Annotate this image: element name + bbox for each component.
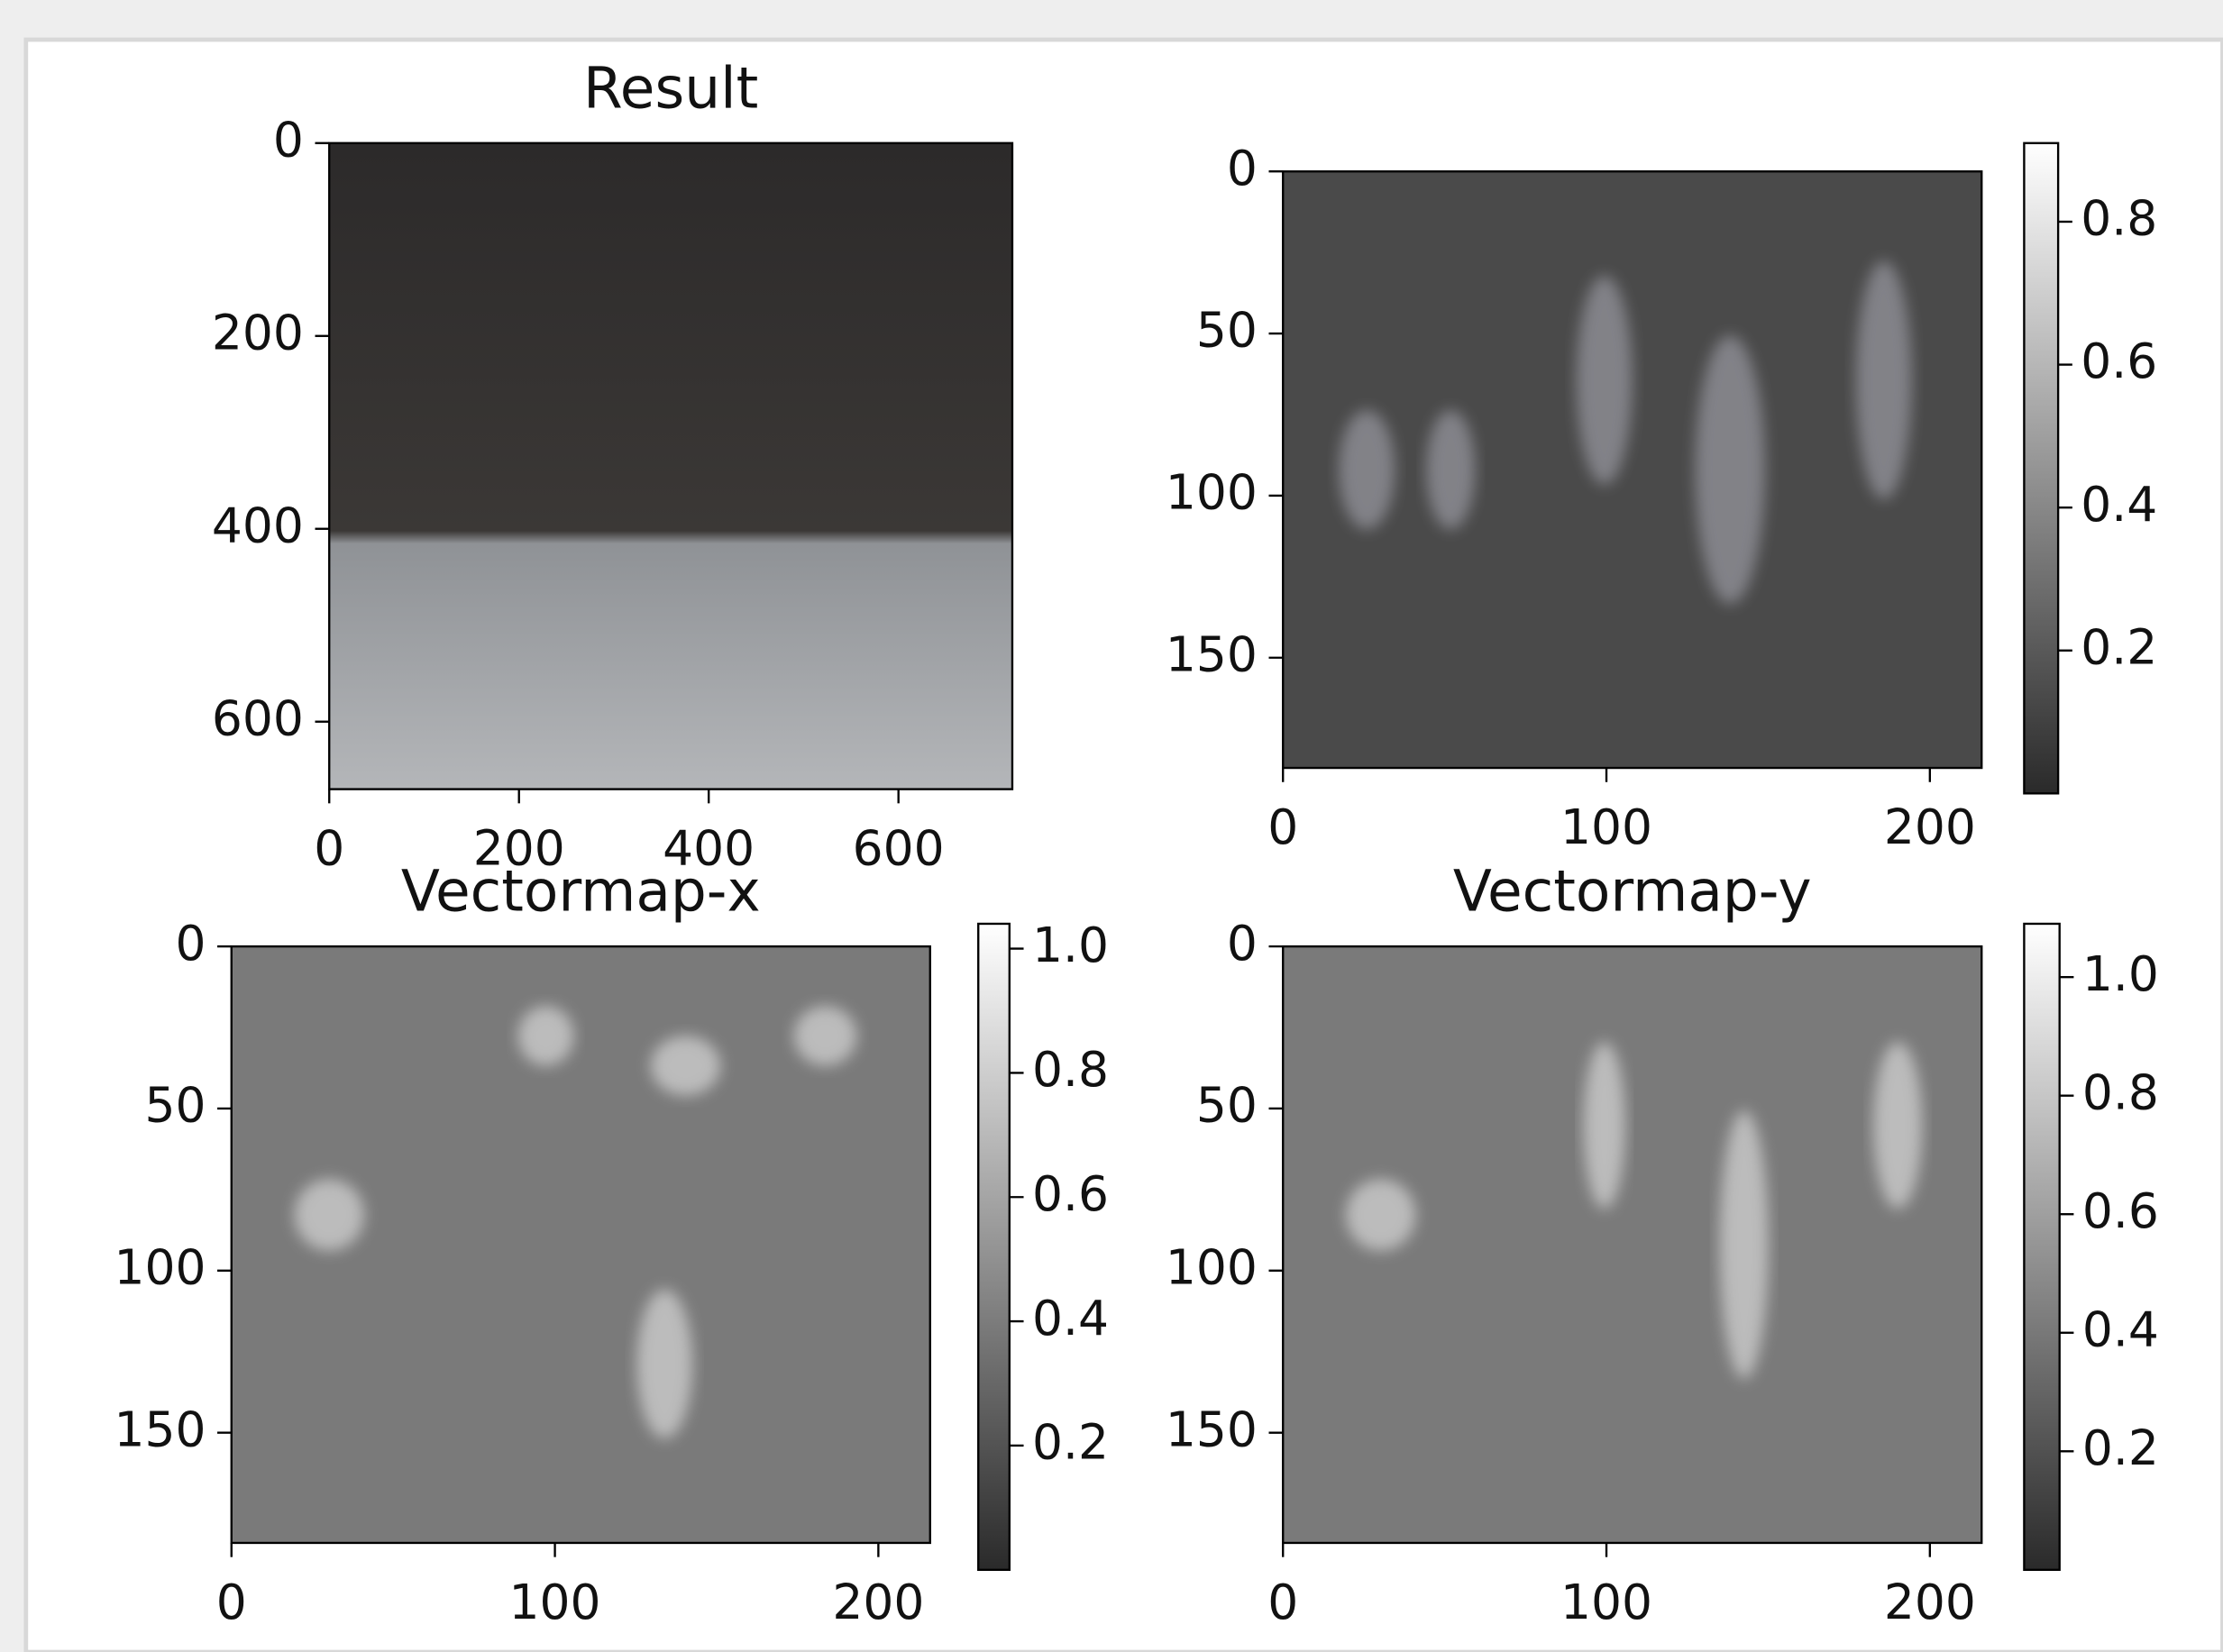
x-tick-label: 100 — [509, 1574, 601, 1630]
y-tick-label: 0 — [1227, 915, 1258, 972]
image-feature — [295, 1179, 365, 1250]
colorbar — [2024, 924, 2059, 1570]
x-tick-label: 100 — [1560, 1574, 1652, 1630]
x-tick-label: 200 — [1884, 1574, 1976, 1630]
image-feature — [1873, 1042, 1922, 1209]
image-feature — [1339, 410, 1395, 529]
y-tick-label: 150 — [1166, 625, 1258, 682]
page: Result0200400600020040060001002000501001… — [0, 0, 2223, 1652]
colorbar-tick-label: 0.4 — [2082, 1301, 2159, 1357]
image — [329, 143, 1012, 789]
x-tick-label: 200 — [832, 1574, 924, 1630]
colorbar-tick-label: 0.2 — [2082, 1419, 2159, 1476]
colorbar-tick-label: 0.4 — [2081, 476, 2157, 533]
colorbar-tick-label: 0.6 — [2082, 1182, 2159, 1239]
colorbar-tick-label: 0.6 — [1032, 1165, 1109, 1222]
x-tick-label: 0 — [216, 1574, 247, 1630]
y-tick-label: 50 — [144, 1077, 206, 1134]
colorbar-tick-label: 0.2 — [2081, 618, 2157, 675]
y-tick-label: 50 — [1196, 302, 1258, 359]
image-feature — [794, 1006, 857, 1065]
image-feature — [1583, 1042, 1625, 1209]
image-feature — [1346, 1179, 1416, 1250]
y-tick-label: 100 — [1166, 1238, 1258, 1295]
y-tick-label: 0 — [273, 111, 304, 168]
y-tick-label: 600 — [212, 689, 304, 746]
y-tick-label: 400 — [212, 497, 304, 553]
image-feature — [651, 1036, 721, 1095]
y-tick-label: 0 — [175, 915, 206, 972]
colorbar — [2024, 143, 2058, 794]
x-tick-label: 0 — [1267, 1574, 1298, 1630]
image-feature — [1695, 335, 1765, 604]
colorbar-tick-label: 0.4 — [1032, 1290, 1109, 1346]
image-feature — [1577, 276, 1633, 485]
colorbar-tick-label: 0.2 — [1032, 1414, 1109, 1471]
axes-title: Vectormap-y — [1453, 859, 1812, 925]
colorbar-tick-label: 1.0 — [1032, 917, 1109, 973]
figure: Result0200400600020040060001002000501001… — [0, 0, 2223, 1652]
y-tick-label: 100 — [1166, 464, 1258, 521]
image-feature — [1426, 410, 1475, 529]
y-tick-label: 200 — [212, 304, 304, 361]
image-feature — [1856, 260, 1912, 499]
x-tick-label: 0 — [314, 819, 344, 876]
axes-title: Result — [583, 55, 758, 121]
colorbar-tick-label: 0.8 — [1032, 1041, 1109, 1098]
colorbar-tick-label: 0.6 — [2081, 333, 2157, 389]
y-tick-label: 0 — [1227, 140, 1258, 196]
y-tick-label: 150 — [1166, 1401, 1258, 1457]
image-feature — [1720, 1110, 1769, 1379]
colorbar-tick-label: 0.8 — [2081, 190, 2157, 247]
x-tick-label: 100 — [1560, 799, 1652, 855]
x-tick-label: 600 — [853, 819, 945, 876]
image-feature — [636, 1290, 692, 1438]
colorbar-tick-label: 0.8 — [2082, 1063, 2159, 1120]
y-tick-label: 100 — [114, 1238, 206, 1295]
colorbar-tick-label: 1.0 — [2082, 945, 2159, 1002]
image-feature — [518, 1006, 574, 1065]
x-tick-label: 0 — [1267, 799, 1298, 855]
x-tick-label: 200 — [1884, 799, 1976, 855]
y-tick-label: 150 — [114, 1401, 206, 1457]
y-tick-label: 50 — [1196, 1077, 1258, 1134]
colorbar — [978, 924, 1010, 1570]
axes-title: Vectormap-x — [401, 859, 761, 925]
